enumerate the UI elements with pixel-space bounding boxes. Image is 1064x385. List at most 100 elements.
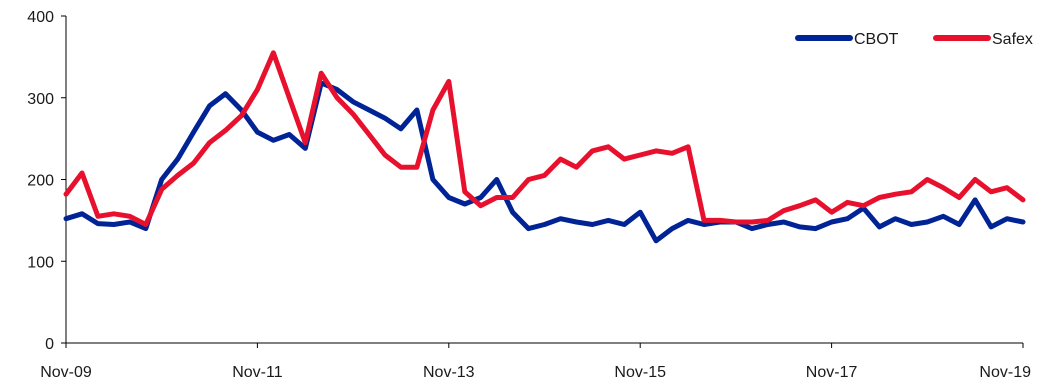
data-point-cbot	[368, 109, 371, 111]
data-point-safex	[607, 145, 610, 148]
x-tick-label: Nov-17	[806, 364, 858, 381]
data-point-cbot	[527, 227, 530, 230]
y-tick-label: 0	[45, 336, 54, 353]
data-point-safex	[1006, 186, 1008, 189]
data-point-cbot	[431, 178, 434, 181]
data-point-safex	[990, 190, 993, 193]
data-point-cbot	[591, 223, 594, 226]
data-point-cbot	[336, 88, 339, 91]
data-point-safex	[559, 158, 562, 161]
data-point-safex	[463, 190, 466, 193]
data-point-cbot	[623, 223, 626, 226]
data-point-safex	[846, 201, 849, 204]
data-point-safex	[399, 166, 402, 169]
data-point-cbot	[894, 217, 897, 220]
data-point-safex	[719, 219, 721, 222]
data-point-cbot	[990, 225, 993, 228]
data-point-safex	[192, 162, 195, 165]
data-point-cbot	[511, 211, 514, 214]
data-point-cbot	[415, 109, 418, 111]
data-point-cbot	[192, 131, 195, 134]
y-tick-label: 400	[27, 9, 54, 26]
data-point-safex	[368, 133, 371, 136]
data-point-safex	[81, 172, 83, 174]
data-point-cbot	[304, 147, 307, 150]
data-point-cbot	[687, 219, 690, 222]
data-point-safex	[671, 152, 674, 155]
data-point-cbot	[495, 178, 498, 181]
data-point-safex	[511, 196, 514, 199]
data-point-cbot	[1006, 217, 1008, 220]
data-point-cbot	[81, 212, 83, 215]
data-point-cbot	[942, 215, 945, 218]
data-point-safex	[750, 221, 753, 223]
y-tick-label: 300	[27, 91, 54, 108]
data-point-cbot	[926, 221, 929, 223]
data-point-cbot	[543, 223, 546, 226]
data-point-safex	[798, 204, 801, 207]
data-point-safex	[256, 88, 259, 91]
data-point-safex	[766, 219, 769, 222]
data-point-cbot	[974, 198, 977, 201]
x-tick-label: Nov-15	[614, 364, 666, 381]
data-point-safex	[272, 51, 275, 54]
data-point-safex	[910, 190, 913, 193]
data-point-safex	[384, 154, 386, 156]
x-tick-label: Nov-19	[979, 364, 1031, 381]
data-point-cbot	[830, 221, 833, 223]
y-tick-label: 200	[27, 173, 54, 190]
data-point-safex	[878, 196, 881, 199]
data-point-safex	[734, 221, 737, 223]
series-line-safex	[63, 50, 1026, 227]
data-point-safex	[575, 166, 578, 169]
data-point-safex	[782, 209, 785, 212]
data-point-safex	[623, 158, 626, 161]
data-point-cbot	[399, 127, 402, 130]
x-tick-label: Nov-11	[232, 364, 282, 381]
data-point-cbot	[447, 196, 450, 199]
data-point-safex	[208, 141, 211, 144]
data-point-cbot	[160, 178, 163, 181]
data-point-cbot	[703, 223, 705, 226]
data-point-cbot	[958, 223, 961, 226]
data-point-safex	[543, 174, 546, 177]
data-point-cbot	[1022, 221, 1024, 223]
data-point-cbot	[128, 221, 131, 223]
data-point-safex	[176, 174, 179, 177]
data-point-safex	[304, 141, 307, 144]
axes: 0 100 200 300 400 Nov-09 Nov-11 Nov-13 Nov-15 Nov…	[27, 9, 1031, 381]
data-point-cbot	[766, 223, 769, 226]
data-point-cbot	[607, 219, 610, 222]
data-point-cbot	[846, 217, 849, 220]
data-point-safex	[974, 178, 977, 181]
data-point-safex	[447, 80, 450, 83]
data-point-safex	[894, 193, 897, 196]
data-point-safex	[687, 145, 690, 148]
data-point-cbot	[575, 221, 578, 223]
data-point-cbot	[352, 100, 355, 103]
y-tick-label: 100	[27, 254, 54, 271]
data-point-safex	[415, 166, 418, 169]
data-point-safex	[958, 196, 961, 199]
data-point-safex	[1022, 198, 1024, 201]
legend-label-safex: Safex	[992, 31, 1033, 48]
data-point-safex	[336, 96, 339, 99]
data-point-safex	[942, 186, 945, 189]
data-point-cbot	[144, 227, 147, 230]
data-point-safex	[495, 196, 498, 199]
data-point-safex	[703, 219, 705, 222]
data-point-safex	[655, 149, 658, 152]
data-point-cbot	[639, 211, 642, 214]
data-point-safex	[591, 149, 594, 152]
data-point-cbot	[750, 227, 753, 230]
legend-label-cbot: CBOT	[854, 31, 899, 48]
data-point-safex	[144, 223, 147, 226]
data-point-safex	[240, 114, 243, 117]
data-point-safex	[65, 193, 67, 196]
data-point-safex	[814, 198, 817, 201]
data-point-cbot	[671, 227, 674, 230]
data-point-cbot	[176, 158, 179, 161]
legend: CBOT Safex	[795, 31, 1033, 48]
